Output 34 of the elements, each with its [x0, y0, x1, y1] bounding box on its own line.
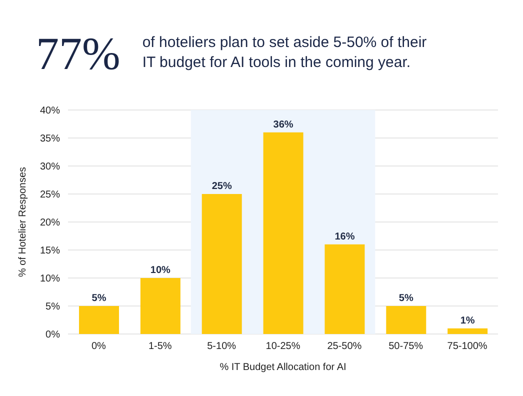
data-label: 36% [273, 119, 294, 130]
y-tick-label: 30% [40, 162, 60, 173]
data-label: 5% [398, 293, 414, 304]
data-label: 16% [334, 231, 355, 242]
bar [324, 244, 365, 334]
bar [448, 328, 488, 334]
bar [202, 194, 242, 334]
x-tick-label: 1-5% [148, 341, 172, 352]
x-tick-label: 5-10% [207, 341, 236, 352]
data-label: 5% [92, 293, 106, 304]
y-tick-label: 25% [40, 190, 60, 201]
chart-subtitle: of hoteliers plan to set aside 5-50% of their IT budget for AI tools in the coming year. [142, 33, 428, 73]
x-tick-label: 25-50% [327, 341, 362, 352]
x-tick-label: 10-25% [266, 341, 300, 352]
y-tick-label: 0% [46, 330, 60, 341]
x-tick-label: 50-75% [388, 341, 424, 352]
x-axis-title: % IT Budget Allocation for AI [220, 362, 346, 373]
y-tick-label: 10% [40, 274, 60, 285]
y-tick-label: 20% [40, 218, 60, 229]
y-tick-label: 40% [40, 106, 60, 117]
y-tick-label: 15% [40, 246, 60, 257]
data-label: 10% [150, 265, 171, 276]
bar [263, 132, 304, 334]
data-label: 25% [212, 181, 232, 192]
chart-title: 77% [36, 26, 120, 80]
bar [386, 306, 426, 334]
x-tick-label: 75-100% [447, 341, 488, 352]
y-axis-title: % of Hotelier Responses [18, 166, 29, 278]
bar [79, 306, 119, 334]
y-tick-label: 5% [46, 302, 60, 313]
bar [140, 278, 180, 334]
x-tick-label: 0% [91, 341, 106, 352]
y-tick-label: 35% [40, 134, 60, 145]
data-label: 1% [460, 315, 475, 326]
